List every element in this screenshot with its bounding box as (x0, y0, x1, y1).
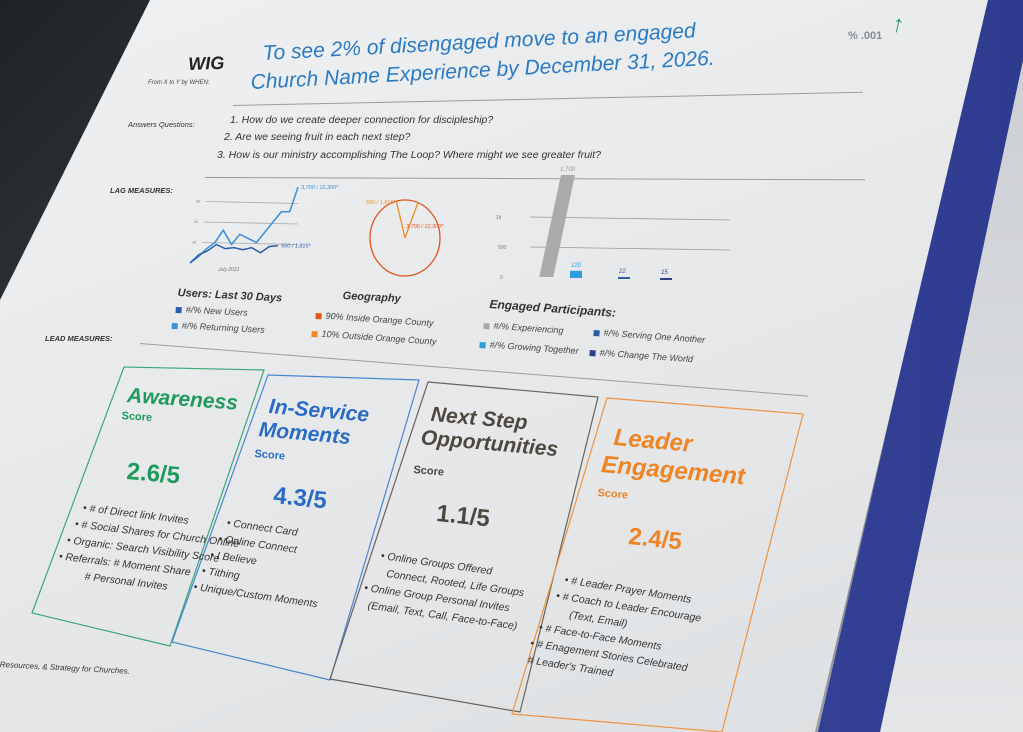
wig-sub: From X to Y by WHEN: (148, 80, 210, 86)
y-tick-label: 2k (193, 219, 199, 224)
questions-label: Answers Questions: (128, 120, 195, 129)
lag-label: LAG MEASURES: (110, 186, 173, 195)
y-tick-label: 3k (196, 199, 201, 204)
card-score-label: Score (121, 410, 153, 425)
bar (539, 175, 575, 277)
card-score-label: Score (253, 448, 286, 463)
pie-label-inside: 3,700 / 12,300* (406, 224, 444, 230)
x-axis-label: July 2021 (218, 267, 240, 273)
card-score-label: Score (596, 487, 629, 502)
question-1: 1. How do we create deeper connection fo… (230, 114, 494, 126)
end-label: 3,700 / 12,300* (301, 185, 339, 191)
card-score-label: Score (412, 464, 445, 479)
data-label: 120 (571, 263, 582, 269)
question-2: 2. Are we seeing fruit in each next step… (224, 131, 411, 143)
y-tick-label: 1k (192, 240, 197, 245)
pie-slice-outside-edge (395, 201, 406, 239)
card-title-leader: Leader Engagement (600, 424, 748, 491)
data-label: 15 (661, 270, 668, 276)
data-label: 1,700 (560, 167, 576, 173)
line-series (189, 186, 299, 264)
end-label: 550 / 1,815* (281, 244, 312, 250)
card-border-in-service (171, 374, 420, 681)
y-tick-label: 500 (498, 245, 507, 251)
bar (660, 278, 672, 280)
card-border-awareness (31, 366, 265, 647)
lead-label: LEAD MEASURES: (45, 334, 113, 343)
card-title-in-service: In-Service Moments (258, 395, 370, 452)
pie-label-outside: 550 / 1,815* (366, 200, 397, 206)
bar (618, 277, 630, 279)
card-border-next-step (329, 381, 599, 713)
y-tick-label: 0 (500, 275, 503, 281)
metric-value: % .001 (848, 30, 883, 42)
question-3: 3. How is our ministry accomplishing The… (217, 149, 601, 161)
card-score-awareness: 2.6/5 (125, 458, 182, 490)
gridline (203, 221, 299, 225)
gridline (205, 201, 299, 204)
gridline (529, 246, 731, 251)
gridline (201, 242, 299, 245)
card-score-in-service: 4.3/5 (272, 482, 329, 515)
card-list-in-service: • Connect Card • Online Connect • I Beli… (193, 515, 328, 613)
data-label: 22 (618, 269, 626, 275)
pie-slice-inside (369, 199, 441, 277)
bar (570, 270, 582, 278)
pie-slice-outside-edge (404, 202, 419, 239)
line-series (189, 243, 279, 264)
card-list-leader: • # Leader Prayer Moments • # Coach to L… (527, 572, 705, 695)
card-score-leader: 2.4/5 (627, 523, 684, 556)
card-border-leader (511, 397, 804, 732)
card-score-next-step: 1.1/5 (435, 500, 492, 533)
y-tick-label: 1k (496, 215, 502, 221)
